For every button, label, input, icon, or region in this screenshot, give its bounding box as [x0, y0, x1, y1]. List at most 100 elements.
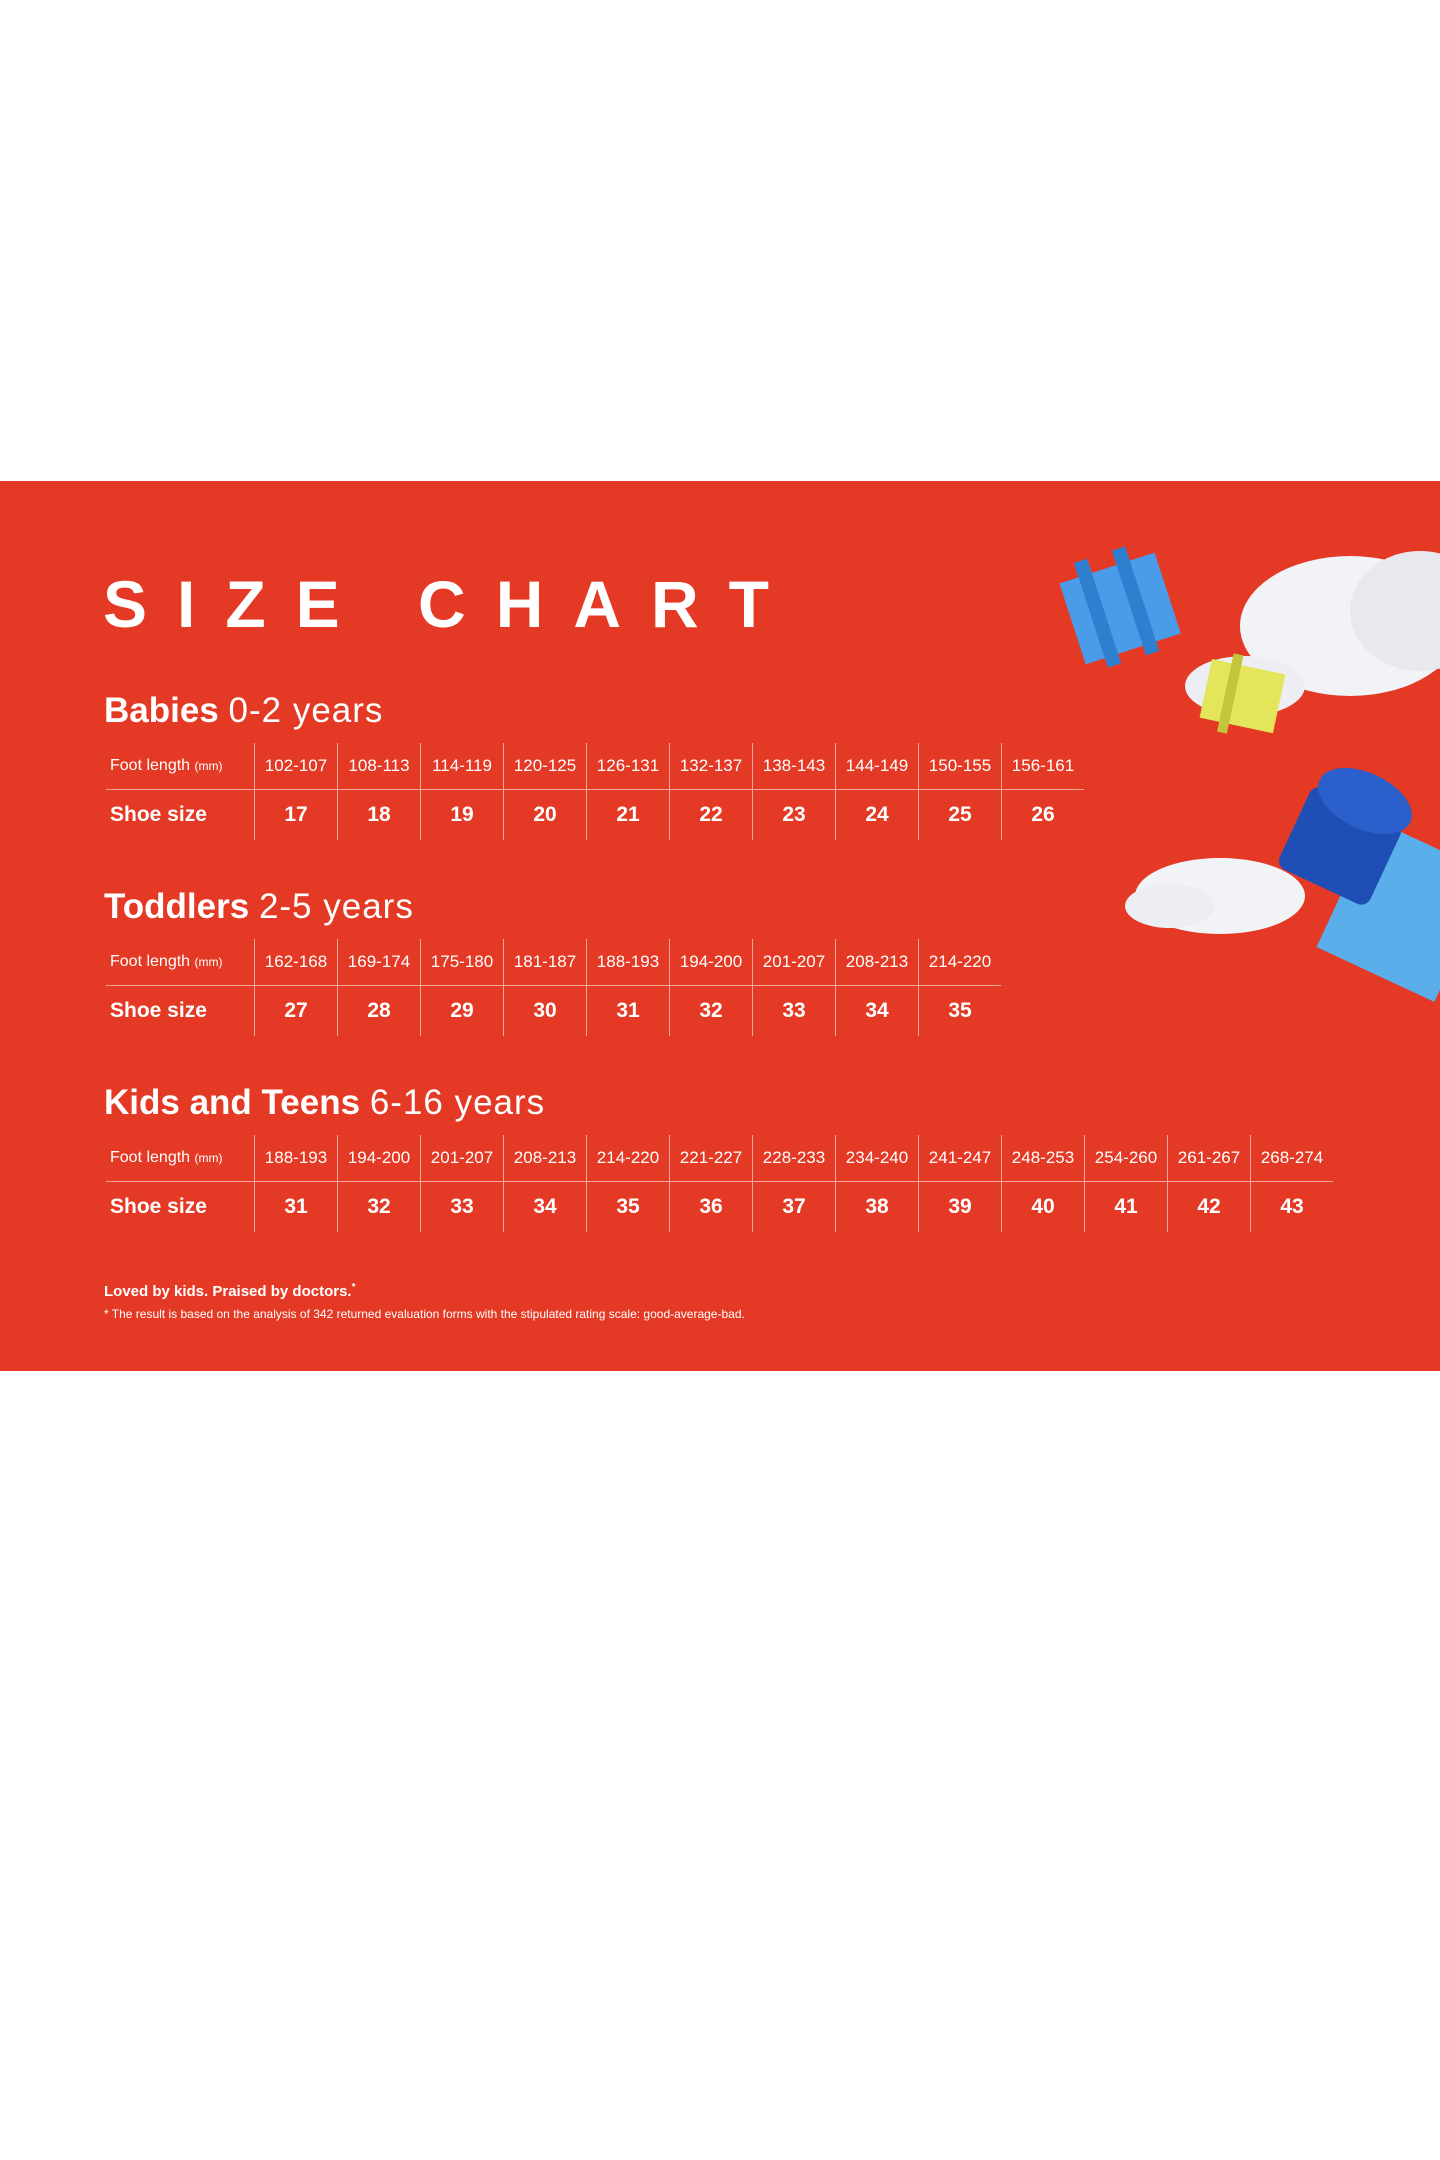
size-chart-banner: SIZE CHART Babies 0-2 years Foot length …: [0, 481, 1440, 1371]
foot-length-cell: 234-240: [835, 1135, 919, 1182]
foot-length-label: Foot length: [110, 1149, 191, 1166]
foot-length-cell: 162-168: [254, 939, 338, 986]
foot-length-cell: 214-220: [586, 1135, 670, 1182]
section-heading: Babies 0-2 years: [104, 687, 1084, 735]
section-name: Toddlers: [104, 887, 250, 926]
foot-length-cell: 120-125: [503, 743, 587, 790]
row-label: Foot length (mm): [106, 1135, 255, 1182]
foot-length-cell: 188-193: [586, 939, 670, 986]
foot-length-cell: 208-213: [503, 1135, 587, 1182]
shoe-size-cell: 35: [586, 1181, 670, 1232]
shoe-size-cell: 43: [1250, 1181, 1333, 1232]
section-kids-teens: Kids and Teens 6-16 years Foot length (m…: [104, 1079, 1333, 1232]
foot-length-cell: 248-253: [1001, 1135, 1085, 1182]
shoe-size-cell: 29: [420, 985, 504, 1036]
shoe-size-cell: 27: [254, 985, 338, 1036]
shoe-size-cell: 35: [918, 985, 1001, 1036]
foot-length-cell: 268-274: [1250, 1135, 1333, 1182]
footnote-mark: *: [351, 1282, 356, 1293]
page-title: SIZE CHART: [103, 567, 799, 641]
cloud-middle: [1125, 858, 1305, 934]
shoe-size-cell: 31: [254, 1181, 338, 1232]
tagline-text: Loved by kids. Praised by doctors.: [104, 1283, 352, 1300]
shoe-size-cell: 39: [918, 1181, 1002, 1232]
unit-label: (mm): [194, 955, 223, 969]
foot-length-cell: 156-161: [1001, 743, 1084, 790]
shoe-size-cell: 25: [918, 789, 1002, 840]
foot-length-cell: 221-227: [669, 1135, 753, 1182]
blue-block-icon: [1059, 546, 1181, 668]
shoe-size-cell: 23: [752, 789, 836, 840]
foot-length-cell: 132-137: [669, 743, 753, 790]
size-table: Foot length (mm) 102-107 108-113 114-119 120…: [106, 743, 1084, 840]
foot-length-cell: 138-143: [752, 743, 836, 790]
shoe-size-cell: 18: [337, 789, 421, 840]
foot-length-cell: 114-119: [420, 743, 504, 790]
footnote: * The result is based on the analysis of…: [104, 1307, 745, 1321]
shoe-size-cell: 17: [254, 789, 338, 840]
shoe-size-cell: 24: [835, 789, 919, 840]
shoe-size-cell: 34: [503, 1181, 587, 1232]
foot-length-cell: 126-131: [586, 743, 670, 790]
foot-length-cell: 188-193: [254, 1135, 338, 1182]
shoe-size-cell: 28: [337, 985, 421, 1036]
toy-blocks-clouds-illustration: [1059, 546, 1440, 1002]
shoe-size-cell: 31: [586, 985, 670, 1036]
shoe-size-row: Shoe size 27 28 29 30 31 32 33 34 35: [106, 985, 1001, 1036]
foot-length-row: Foot length (mm) 162-168 169-174 175-180 181…: [106, 939, 1001, 986]
foot-length-cell: 201-207: [752, 939, 836, 986]
shoe-size-cell: 38: [835, 1181, 919, 1232]
foot-length-label: Foot length: [110, 757, 191, 774]
foot-length-cell: 150-155: [918, 743, 1002, 790]
section-babies: Babies 0-2 years Foot length (mm) 102-107…: [104, 687, 1084, 840]
foot-length-cell: 181-187: [503, 939, 587, 986]
foot-length-row: Foot length (mm) 102-107 108-113 114-119 120…: [106, 743, 1084, 790]
age-range: 0-2 years: [228, 691, 384, 730]
shoe-size-cell: 34: [835, 985, 919, 1036]
foot-length-cell: 214-220: [918, 939, 1001, 986]
shoe-size-cell: 32: [669, 985, 753, 1036]
shoe-size-cell: 30: [503, 985, 587, 1036]
yellow-block-icon: [1199, 653, 1286, 734]
foot-length-cell: 241-247: [918, 1135, 1002, 1182]
foot-length-cell: 102-107: [254, 743, 338, 790]
shoe-size-cell: 36: [669, 1181, 753, 1232]
section-toddlers: Toddlers 2-5 years Foot length (mm) 162-1…: [104, 883, 1001, 1036]
foot-length-cell: 108-113: [337, 743, 421, 790]
foot-length-label: Foot length: [110, 953, 191, 970]
size-table: Foot length (mm) 162-168 169-174 175-180 181…: [106, 939, 1001, 1036]
section-heading: Kids and Teens 6-16 years: [104, 1079, 1333, 1127]
shoe-size-cell: 41: [1084, 1181, 1168, 1232]
shoe-size-row: Shoe size 31 32 33 34 35 36 37 38 39 40 41 42 43: [106, 1181, 1333, 1232]
foot-length-cell: 175-180: [420, 939, 504, 986]
section-heading: Toddlers 2-5 years: [104, 883, 1001, 931]
shoe-size-cell: 21: [586, 789, 670, 840]
foot-length-cell: 261-267: [1167, 1135, 1251, 1182]
foot-length-cell: 254-260: [1084, 1135, 1168, 1182]
foot-length-cell: 169-174: [337, 939, 421, 986]
row-label: Foot length (mm): [106, 939, 255, 986]
shoe-size-cell: 22: [669, 789, 753, 840]
age-range: 6-16 years: [369, 1083, 546, 1122]
shoe-size-cell: 33: [420, 1181, 504, 1232]
foot-length-cell: 194-200: [669, 939, 753, 986]
row-label: Foot length (mm): [106, 743, 255, 790]
foot-length-cell: 201-207: [420, 1135, 504, 1182]
row-label: Shoe size: [110, 999, 207, 1022]
foot-length-row: Foot length (mm) 188-193 194-200 201-207 208…: [106, 1135, 1333, 1182]
foot-length-cell: 208-213: [835, 939, 919, 986]
blue-cylinder-cube-icon: [1278, 767, 1440, 1002]
age-range: 2-5 years: [258, 887, 414, 926]
foot-length-cell: 228-233: [752, 1135, 836, 1182]
tagline: Loved by kids. Praised by doctors.*: [104, 1282, 355, 1300]
shoe-size-cell: 42: [1167, 1181, 1251, 1232]
foot-length-cell: 194-200: [337, 1135, 421, 1182]
shoe-size-cell: 32: [337, 1181, 421, 1232]
shoe-size-cell: 40: [1001, 1181, 1085, 1232]
shoe-size-cell: 19: [420, 789, 504, 840]
unit-label: (mm): [194, 1151, 223, 1165]
shoe-size-cell: 26: [1001, 789, 1084, 840]
row-label: Shoe size: [110, 1195, 207, 1218]
unit-label: (mm): [194, 759, 223, 773]
row-label: Shoe size: [110, 803, 207, 826]
